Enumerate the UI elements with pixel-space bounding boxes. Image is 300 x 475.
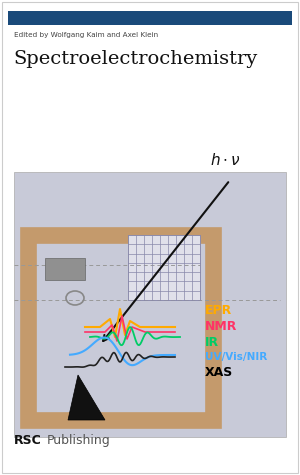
Text: Publishing: Publishing bbox=[47, 434, 111, 447]
Bar bbox=[45, 258, 85, 280]
Text: Spectroelectrochemistry: Spectroelectrochemistry bbox=[13, 50, 257, 68]
Text: UV/Vis/NIR: UV/Vis/NIR bbox=[205, 352, 267, 362]
Text: XAS: XAS bbox=[205, 367, 233, 380]
Text: NMR: NMR bbox=[205, 321, 237, 333]
Bar bbox=[28, 235, 213, 420]
Bar bbox=[128, 235, 200, 300]
Polygon shape bbox=[68, 375, 105, 420]
Text: EPR: EPR bbox=[205, 304, 232, 316]
Bar bbox=[8, 11, 292, 25]
Text: RSC: RSC bbox=[14, 434, 42, 447]
Text: Edited by Wolfgang Kaim and Axel Klein: Edited by Wolfgang Kaim and Axel Klein bbox=[14, 32, 158, 38]
Bar bbox=[14, 172, 286, 437]
Text: IR: IR bbox=[205, 335, 219, 349]
Text: $h\cdot\nu$: $h\cdot\nu$ bbox=[210, 152, 241, 168]
